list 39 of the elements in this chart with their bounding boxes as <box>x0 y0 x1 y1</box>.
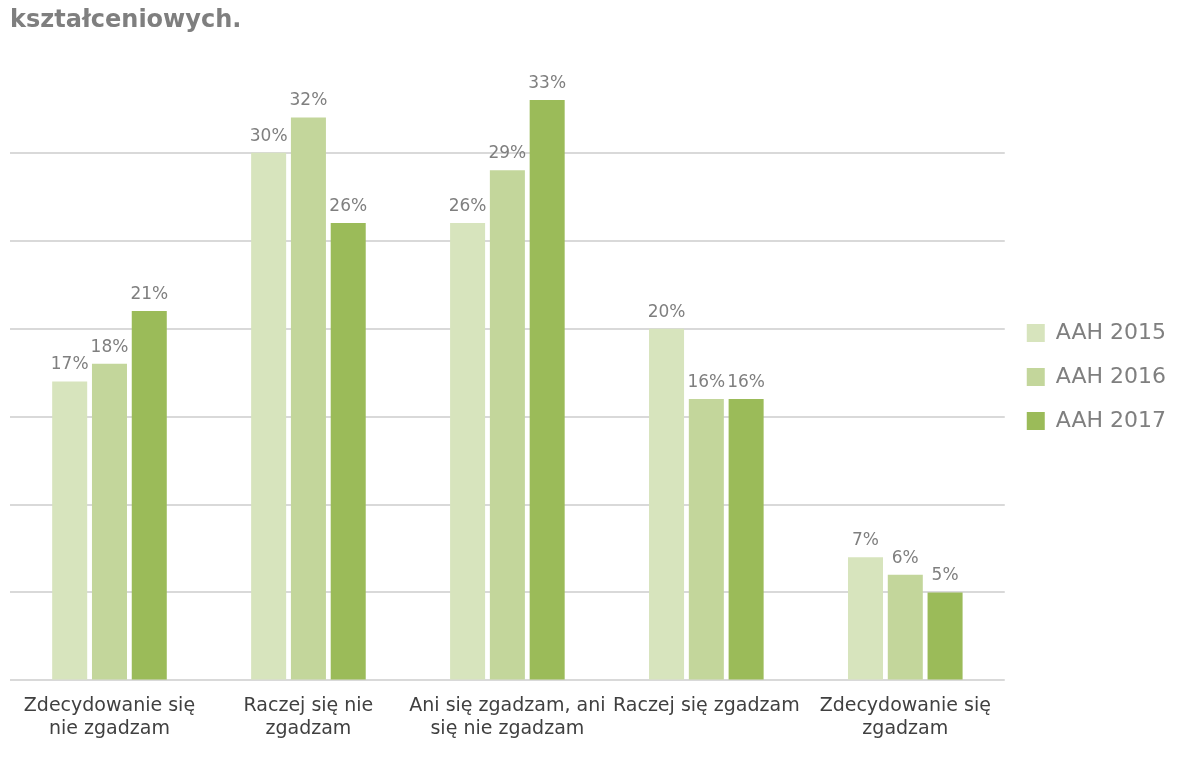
bar <box>251 152 287 680</box>
bar <box>91 363 127 680</box>
data-label: 26% <box>448 195 487 216</box>
bar <box>728 398 764 680</box>
bar <box>887 574 923 680</box>
bar <box>52 381 88 680</box>
chart-title: kształceniowych. <box>10 4 242 33</box>
data-label: 21% <box>130 282 169 303</box>
bar <box>131 311 167 680</box>
bar <box>290 117 326 680</box>
bar <box>529 99 565 680</box>
x-tick-label: Ani się zgadzam, ani się nie zgadzam <box>409 692 606 738</box>
bar <box>489 170 525 680</box>
x-tick-label: Zdecydowanie się nie zgadzam <box>23 692 196 738</box>
legend-label: AAH 2016 <box>1055 362 1167 388</box>
data-label: 16% <box>687 370 726 391</box>
data-label: 6% <box>891 546 919 567</box>
data-label: 33% <box>528 71 567 92</box>
data-label: 16% <box>727 370 766 391</box>
legend-label: AAH 2017 <box>1055 406 1167 432</box>
bar <box>927 592 963 680</box>
bar <box>847 557 884 680</box>
bar <box>330 223 366 680</box>
x-tick-label: Raczej się nie zgadzam <box>243 692 374 738</box>
legend-label: AAH 2015 <box>1055 318 1167 344</box>
x-tick-label: Zdecydowanie się zgadzam <box>819 692 991 738</box>
x-tick-label: Raczej się zgadzam <box>613 692 800 715</box>
data-label: 5% <box>931 564 959 585</box>
data-label: 32% <box>289 89 328 110</box>
bar <box>450 223 486 680</box>
data-label: 7% <box>852 529 879 550</box>
data-label: 29% <box>488 142 527 163</box>
bar <box>649 328 685 680</box>
data-label: 30% <box>249 124 288 145</box>
bar <box>688 398 724 680</box>
data-label: 17% <box>50 353 89 374</box>
data-label: 26% <box>329 195 368 216</box>
data-label: 20% <box>647 300 686 321</box>
data-label: 18% <box>90 335 129 356</box>
